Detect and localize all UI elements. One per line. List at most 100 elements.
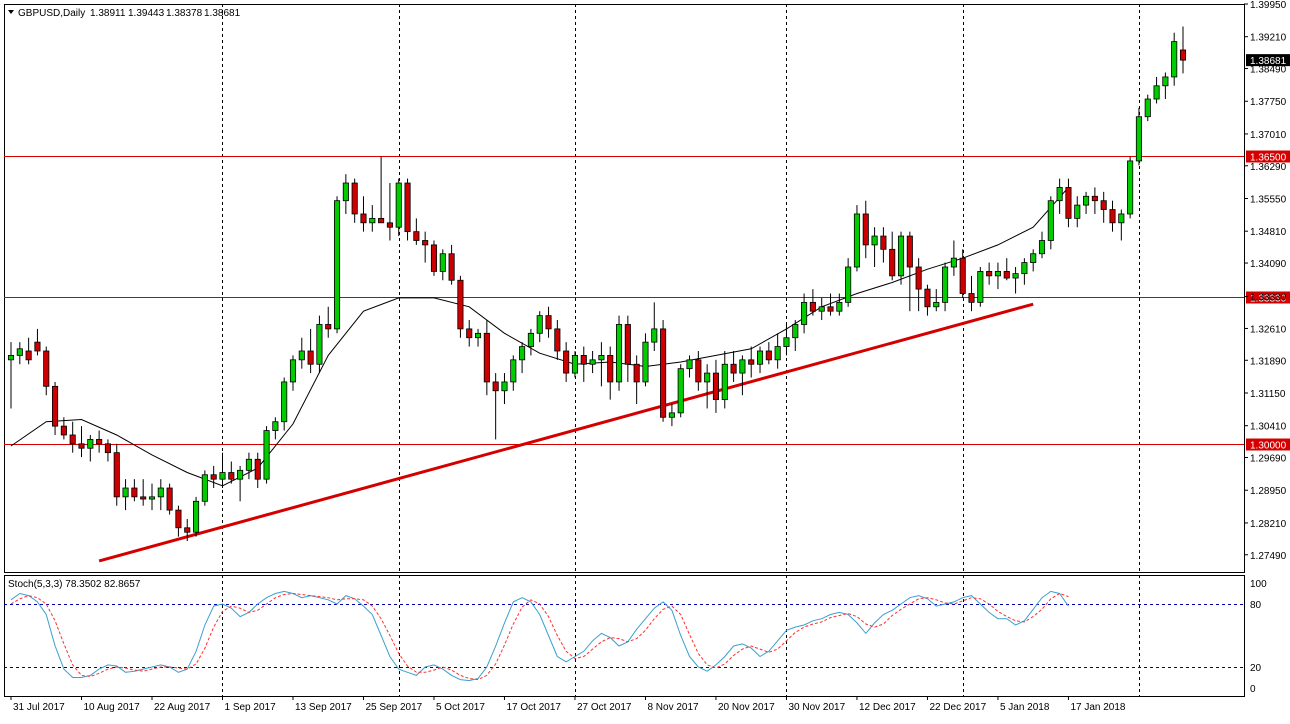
price-tick-label: 1.38490 [1250, 65, 1287, 76]
candle-body [254, 458, 261, 480]
candle-86 [765, 342, 772, 365]
candle-body [16, 348, 23, 356]
candle-54 [483, 320, 490, 396]
price-tick-label: 1.31890 [1250, 356, 1287, 367]
candle-80 [712, 359, 720, 413]
current-price-tag [1246, 54, 1290, 67]
candle-87 [774, 333, 781, 369]
candle-body [413, 231, 420, 241]
candle-body [166, 487, 173, 511]
candle-110 [977, 267, 984, 307]
candle-body [281, 381, 288, 423]
candle-46 [413, 218, 420, 245]
candle-2 [25, 337, 32, 365]
candle-44 [395, 178, 402, 237]
price-tick-label: 1.39950 [1250, 0, 1287, 11]
candle-body [783, 337, 790, 347]
candle-body [924, 288, 931, 308]
candle-84 [748, 346, 755, 378]
candle-133 [1179, 26, 1187, 74]
level-tag-1 [1246, 291, 1290, 304]
candle-body [774, 346, 781, 361]
candle-52 [466, 320, 473, 347]
candle-10 [96, 430, 103, 453]
candle-75 [668, 404, 675, 427]
candle-body [1100, 200, 1107, 210]
candle-48 [430, 240, 438, 276]
candle-99 [880, 227, 887, 263]
candle-body [536, 315, 543, 334]
candle-body [871, 235, 878, 246]
candle-body [519, 346, 526, 361]
candle-body [1171, 41, 1178, 78]
candle-70 [624, 315, 631, 382]
candle-11 [104, 439, 111, 462]
candle-body [342, 182, 349, 202]
candle-body [228, 472, 235, 480]
price-tick-label: 1.30410 [1250, 422, 1287, 433]
candle-28 [254, 452, 261, 489]
candle-38 [342, 174, 349, 214]
trendline [98, 302, 1034, 563]
candle-112 [994, 262, 1001, 290]
header-dropdown-icon[interactable] [8, 10, 14, 14]
candle-97 [862, 200, 869, 259]
candle-body [986, 271, 993, 277]
date-label-14: 5 Jan 2018 [1000, 702, 1050, 713]
candle-body [122, 487, 129, 498]
stoch-header: Stoch(5,3,3) 78.3502 82.8657 [8, 579, 141, 590]
date-label-0: 31 Jul 2017 [13, 702, 65, 713]
candle-body [704, 372, 711, 383]
candle-51 [457, 275, 464, 338]
chart-header-high: 1.39443 [128, 8, 165, 19]
candle-body [457, 279, 464, 330]
candle-body [695, 359, 702, 383]
candle-body [25, 350, 32, 361]
candle-body [60, 425, 67, 436]
candle-109 [968, 275, 975, 312]
candle-90 [801, 293, 808, 334]
candle-79 [704, 364, 711, 409]
chart-header-close: 1.38681 [204, 8, 241, 19]
candle-body [994, 271, 1001, 277]
candle-74 [660, 320, 667, 422]
candle-123 [1091, 187, 1098, 214]
candle-body [1144, 98, 1151, 118]
candle-36 [325, 306, 332, 338]
price-tick-label: 1.37010 [1250, 130, 1287, 141]
candle-body [527, 332, 534, 347]
candle-6 [60, 417, 67, 440]
level-tag-0 [1246, 150, 1290, 163]
candle-27 [245, 452, 252, 480]
candle-128 [1135, 107, 1142, 166]
price-tick-label: 1.36290 [1250, 162, 1287, 173]
candle-82 [730, 350, 737, 382]
candle-78 [695, 350, 702, 391]
candle-73 [651, 302, 658, 351]
candle-body [492, 381, 499, 392]
candle-body [7, 355, 15, 361]
candle-body [660, 328, 667, 418]
candle-body [1153, 85, 1160, 100]
candle-119 [1056, 178, 1063, 214]
candle-body [1065, 187, 1072, 219]
candle-94 [836, 293, 843, 316]
candle-124 [1100, 191, 1107, 223]
candle-body [404, 182, 411, 233]
stoch-main-line [10, 590, 1069, 682]
candle-1 [16, 342, 23, 365]
candle-58 [519, 342, 526, 374]
candle-body [113, 452, 120, 498]
candle-91 [809, 289, 816, 316]
price-tick-label: 1.35550 [1250, 194, 1287, 205]
candle-body [422, 240, 429, 246]
candle-102 [906, 231, 913, 312]
candle-body [1091, 195, 1098, 202]
date-label-12: 12 Dec 2017 [859, 702, 916, 713]
candle-17 [157, 479, 164, 511]
candle-113 [1003, 258, 1010, 281]
candle-body [897, 235, 905, 277]
candle-57 [510, 355, 517, 391]
candle-16 [148, 483, 156, 511]
candle-23 [210, 465, 217, 489]
